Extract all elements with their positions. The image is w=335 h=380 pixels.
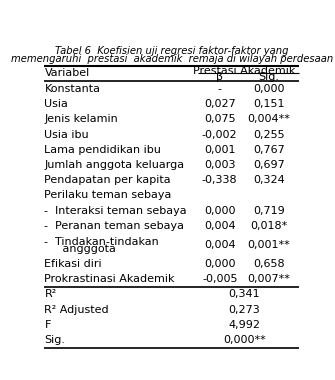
Text: Sig.: Sig. [259, 72, 279, 82]
Text: Lama pendidikan ibu: Lama pendidikan ibu [45, 145, 161, 155]
Text: 0,151: 0,151 [253, 99, 285, 109]
Text: 0,341: 0,341 [228, 289, 260, 299]
Text: 0,001**: 0,001** [248, 241, 290, 250]
Text: 0,324: 0,324 [253, 175, 285, 185]
Text: Sig.: Sig. [45, 335, 65, 345]
Text: Pendapatan per kapita: Pendapatan per kapita [45, 175, 171, 185]
Text: -  Tindakan-tindakan: - Tindakan-tindakan [45, 237, 159, 247]
Text: Efikasi diri: Efikasi diri [45, 259, 102, 269]
Text: 0,004: 0,004 [204, 221, 236, 231]
Text: 0,004**: 0,004** [248, 114, 290, 124]
Text: -  Peranan teman sebaya: - Peranan teman sebaya [45, 221, 185, 231]
Text: 0,697: 0,697 [253, 160, 285, 170]
Text: 0,000: 0,000 [253, 84, 285, 94]
Text: 0,000**: 0,000** [223, 335, 266, 345]
Text: Variabel: Variabel [45, 68, 90, 78]
Text: Konstanta: Konstanta [45, 84, 100, 94]
Text: R²: R² [45, 289, 57, 299]
Text: -0,002: -0,002 [202, 130, 238, 139]
Text: Perilaku teman sebaya: Perilaku teman sebaya [45, 190, 172, 200]
Text: Usia ibu: Usia ibu [45, 130, 89, 139]
Text: -: - [218, 84, 222, 94]
Text: Prestasi Akademik: Prestasi Akademik [193, 66, 295, 76]
Text: 0,719: 0,719 [253, 206, 285, 215]
Text: Usia: Usia [45, 99, 68, 109]
Text: Jenis kelamin: Jenis kelamin [45, 114, 118, 124]
Text: Jumlah anggota keluarga: Jumlah anggota keluarga [45, 160, 185, 170]
Text: -0,005: -0,005 [202, 274, 238, 284]
Text: 0,273: 0,273 [228, 304, 260, 315]
Text: memengaruhi  prestasi  akademik  remaja di wilayah perdesaan: memengaruhi prestasi akademik remaja di … [11, 54, 333, 64]
Text: 0,001: 0,001 [204, 145, 236, 155]
Text: -  Interaksi teman sebaya: - Interaksi teman sebaya [45, 206, 187, 215]
Text: 0,000: 0,000 [204, 259, 236, 269]
Text: angggota: angggota [52, 244, 116, 255]
Text: 0,027: 0,027 [204, 99, 236, 109]
Text: 0,767: 0,767 [253, 145, 285, 155]
Text: Prokrastinasi Akademik: Prokrastinasi Akademik [45, 274, 175, 284]
Text: 0,003: 0,003 [204, 160, 236, 170]
Text: 0,075: 0,075 [204, 114, 236, 124]
Text: F: F [45, 320, 51, 330]
Text: 0,018*: 0,018* [251, 221, 288, 231]
Text: -0,338: -0,338 [202, 175, 238, 185]
Text: Tabel 6  Koefisien uji regresi faktor-faktor yang: Tabel 6 Koefisien uji regresi faktor-fak… [55, 46, 288, 56]
Text: 0,000: 0,000 [204, 206, 236, 215]
Text: 0,007**: 0,007** [248, 274, 290, 284]
Text: 4,992: 4,992 [228, 320, 260, 330]
Text: β: β [216, 72, 223, 82]
Text: 0,658: 0,658 [253, 259, 285, 269]
Text: R² Adjusted: R² Adjusted [45, 304, 109, 315]
Text: 0,255: 0,255 [253, 130, 285, 139]
Text: 0,004: 0,004 [204, 241, 236, 250]
